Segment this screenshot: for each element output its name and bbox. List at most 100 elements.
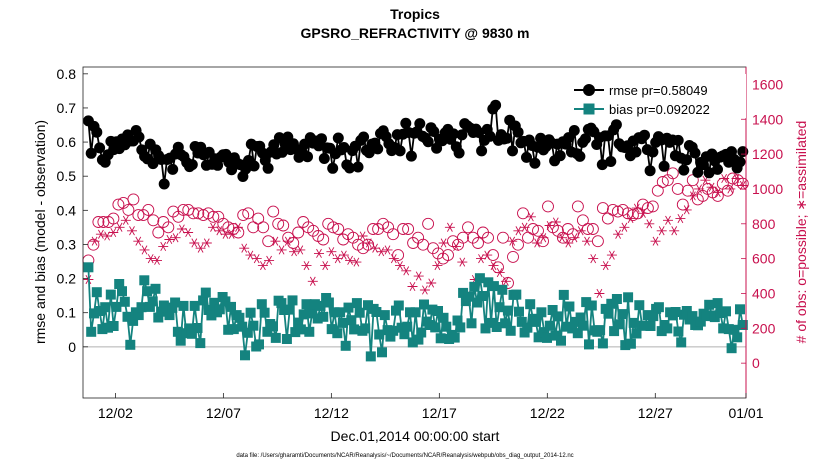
bias-point (542, 332, 552, 343)
assimilated-obs-point (332, 254, 343, 264)
rmse-point (473, 127, 485, 138)
possible-obs-point (357, 242, 370, 255)
bias-point (500, 318, 511, 329)
possible-obs-point (132, 209, 145, 222)
assimilated-obs-point (625, 213, 636, 224)
assimilated-obs-point (694, 184, 705, 194)
bias-point (309, 299, 320, 310)
bias-point (497, 284, 508, 295)
bias-point (100, 302, 111, 313)
rmse-point (647, 146, 659, 158)
bias-point (363, 300, 373, 311)
bias-point (343, 302, 354, 313)
y2-tick-label: 1000 (752, 181, 783, 197)
possible-obs-point (542, 200, 554, 213)
legend-rmse-marker (583, 84, 595, 96)
bias-point (245, 307, 256, 318)
bias-point (268, 321, 278, 332)
possible-obs-point (292, 226, 305, 239)
assimilated-obs-point (214, 226, 225, 236)
possible-obs-point (611, 205, 624, 218)
assimilated-obs-point (295, 245, 306, 255)
possible-obs-point (252, 212, 265, 225)
possible-obs-point (586, 223, 599, 235)
y-tick-label: 0 (68, 339, 76, 355)
bias-point (388, 325, 399, 336)
bias-point (530, 316, 541, 327)
rmse-point (363, 147, 375, 159)
bias-point (662, 323, 673, 334)
bias-point (511, 289, 522, 300)
assimilated-obs-point (401, 266, 412, 276)
bias-point (424, 320, 435, 330)
assimilated-obs-point (257, 261, 268, 271)
assimilated-obs-point (588, 254, 599, 264)
bias-point (550, 330, 561, 341)
x-tick-label: 12/02 (98, 405, 133, 421)
assimilated-obs-point (301, 261, 312, 271)
bias-point (360, 323, 371, 334)
possible-obs-point (532, 224, 544, 237)
bias-point (133, 310, 144, 321)
bias-point (103, 322, 113, 333)
legend-box (568, 74, 746, 118)
possible-obs-point (267, 205, 280, 218)
y-axis-label: rmse and bias (model - observation) (32, 120, 48, 344)
possible-obs-point (671, 182, 684, 195)
y2-tick-label: 1600 (752, 76, 783, 92)
bias-point (234, 312, 245, 323)
assimilated-obs-point (120, 215, 131, 225)
bias-point (228, 324, 239, 335)
bias-point (578, 320, 589, 331)
rmse-point (240, 163, 252, 175)
x-tick-label: 01/01 (728, 405, 763, 421)
bias-point (617, 309, 628, 320)
possible-obs-point (367, 223, 380, 235)
bias-point (396, 322, 407, 333)
assimilated-obs-point (575, 226, 586, 236)
bias-point (223, 324, 234, 335)
assimilated-obs-point (563, 238, 574, 248)
x-tick-label: 12/12 (314, 405, 349, 421)
bias-point (256, 299, 267, 310)
possible-obs-point (317, 233, 330, 246)
possible-obs-point (497, 231, 509, 244)
bias-point (611, 294, 622, 304)
bias-point (631, 328, 642, 339)
rmse-point (338, 142, 350, 153)
y-tick-label: 0.8 (57, 66, 77, 82)
assimilated-obs-point (382, 245, 393, 255)
assimilated-obs-point (432, 261, 443, 271)
bias-point (279, 305, 290, 315)
assimilated-obs-point (176, 224, 187, 234)
bias-point (259, 307, 270, 318)
bias-point (701, 311, 712, 322)
assimilated-obs-point (687, 191, 698, 201)
rmse-point (456, 129, 468, 141)
bias-point (393, 300, 404, 311)
x-tick-label: 12/17 (422, 405, 457, 421)
bias-point (435, 333, 446, 344)
bias-point (407, 337, 418, 348)
bias-point (136, 302, 147, 313)
possible-obs-point (601, 212, 614, 225)
x-tick-label: 12/27 (638, 405, 673, 421)
rmse-point (737, 146, 749, 158)
possible-obs-point (127, 193, 140, 206)
possible-obs-point (512, 238, 524, 251)
assimilated-obs-point (538, 233, 549, 243)
bias-point (595, 325, 606, 336)
bias-point (452, 315, 463, 326)
bias-point (505, 325, 516, 336)
bias-point (642, 310, 653, 321)
assimilated-obs-point (525, 212, 536, 222)
bias-point (156, 306, 167, 317)
y-tick-label: 0.4 (57, 202, 77, 218)
assimilated-obs-point (731, 173, 742, 184)
bias-point (290, 327, 301, 338)
legend: rmse pr=0.58049 bias pr=0.092022 (568, 74, 746, 118)
bias-point (150, 283, 161, 294)
rmse-point (501, 132, 513, 144)
assimilated-obs-point (239, 243, 250, 253)
bias-point (628, 317, 639, 328)
